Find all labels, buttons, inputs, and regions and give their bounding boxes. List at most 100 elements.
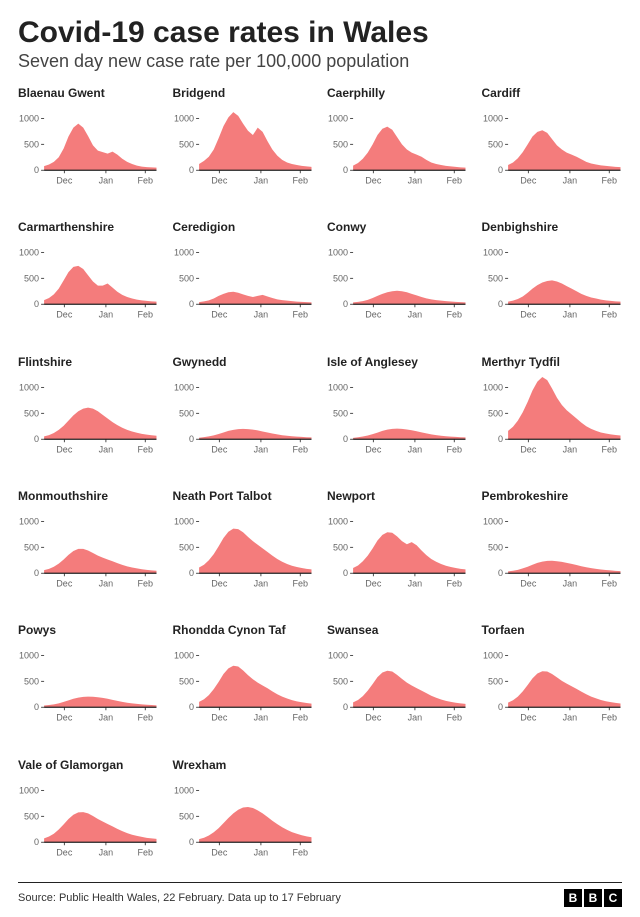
area-chart: 05001000DecJanFeb	[482, 373, 623, 465]
area-series	[199, 666, 311, 707]
area-series	[44, 812, 156, 842]
chart-grid: Blaenau Gwent05001000DecJanFebBridgend05…	[18, 86, 622, 868]
svg-text:0: 0	[343, 703, 348, 713]
area-series	[508, 377, 620, 439]
svg-text:Feb: Feb	[601, 175, 617, 185]
svg-text:500: 500	[24, 139, 39, 149]
svg-text:Feb: Feb	[292, 847, 308, 857]
area-chart: 05001000DecJanFeb	[482, 641, 623, 733]
svg-text:Dec: Dec	[211, 847, 228, 857]
svg-text:0: 0	[498, 300, 503, 310]
svg-text:1000: 1000	[483, 113, 503, 123]
svg-text:Jan: Jan	[253, 444, 268, 454]
area-series	[508, 130, 620, 170]
chart-panel: Carmarthenshire05001000DecJanFeb	[18, 220, 159, 330]
chart-panel: Neath Port Talbot05001000DecJanFeb	[173, 489, 314, 599]
svg-text:500: 500	[24, 542, 39, 552]
area-chart: 05001000DecJanFeb	[173, 238, 314, 330]
page-subtitle: Seven day new case rate per 100,000 popu…	[18, 51, 622, 72]
svg-text:1000: 1000	[328, 651, 348, 661]
svg-text:Feb: Feb	[292, 444, 308, 454]
panel-title: Flintshire	[18, 355, 159, 369]
chart-panel: Merthyr Tydfil05001000DecJanFeb	[482, 355, 623, 465]
svg-text:0: 0	[34, 837, 39, 847]
panel-title: Pembrokeshire	[482, 489, 623, 503]
area-series	[44, 407, 156, 439]
svg-text:Dec: Dec	[520, 444, 537, 454]
svg-text:Feb: Feb	[446, 310, 462, 320]
panel-title: Newport	[327, 489, 468, 503]
svg-text:0: 0	[34, 300, 39, 310]
area-chart: 05001000DecJanFeb	[173, 104, 314, 196]
chart-panel: Pembrokeshire05001000DecJanFeb	[482, 489, 623, 599]
svg-text:0: 0	[34, 165, 39, 175]
area-series	[353, 671, 465, 708]
area-series	[508, 672, 620, 708]
area-chart: 05001000DecJanFeb	[327, 373, 468, 465]
panel-title: Powys	[18, 623, 159, 637]
svg-text:Jan: Jan	[253, 847, 268, 857]
svg-text:Jan: Jan	[99, 444, 114, 454]
svg-text:500: 500	[179, 274, 194, 284]
svg-text:Dec: Dec	[211, 175, 228, 185]
svg-text:1000: 1000	[174, 516, 194, 526]
svg-text:Feb: Feb	[292, 713, 308, 723]
chart-panel: Powys05001000DecJanFeb	[18, 623, 159, 733]
svg-text:Jan: Jan	[99, 175, 114, 185]
svg-text:Feb: Feb	[601, 310, 617, 320]
chart-panel: Rhondda Cynon Taf05001000DecJanFeb	[173, 623, 314, 733]
svg-text:1000: 1000	[19, 382, 39, 392]
svg-text:Dec: Dec	[520, 310, 537, 320]
svg-text:1000: 1000	[483, 516, 503, 526]
svg-text:Feb: Feb	[137, 175, 153, 185]
svg-text:500: 500	[24, 811, 39, 821]
svg-text:1000: 1000	[328, 382, 348, 392]
svg-text:Feb: Feb	[601, 444, 617, 454]
svg-text:Dec: Dec	[56, 847, 73, 857]
svg-text:0: 0	[498, 703, 503, 713]
area-chart: 05001000DecJanFeb	[173, 373, 314, 465]
svg-text:0: 0	[189, 568, 194, 578]
svg-text:500: 500	[24, 677, 39, 687]
panel-title: Blaenau Gwent	[18, 86, 159, 100]
panel-title: Bridgend	[173, 86, 314, 100]
area-chart: 05001000DecJanFeb	[327, 104, 468, 196]
svg-text:0: 0	[498, 165, 503, 175]
chart-panel: Newport 05001000DecJanFeb	[327, 489, 468, 599]
area-chart: 05001000DecJanFeb	[327, 641, 468, 733]
chart-panel: Cardiff05001000DecJanFeb	[482, 86, 623, 196]
svg-text:1000: 1000	[174, 113, 194, 123]
svg-text:Feb: Feb	[137, 847, 153, 857]
svg-text:0: 0	[343, 434, 348, 444]
panel-title: Swansea	[327, 623, 468, 637]
svg-text:Jan: Jan	[562, 578, 577, 588]
area-chart: 05001000DecJanFeb	[173, 507, 314, 599]
svg-text:500: 500	[24, 408, 39, 418]
svg-text:500: 500	[179, 408, 194, 418]
svg-text:Jan: Jan	[562, 310, 577, 320]
svg-text:500: 500	[333, 677, 348, 687]
svg-text:0: 0	[34, 703, 39, 713]
svg-text:0: 0	[498, 568, 503, 578]
svg-text:Feb: Feb	[292, 578, 308, 588]
svg-text:Jan: Jan	[408, 310, 423, 320]
svg-text:Dec: Dec	[520, 578, 537, 588]
panel-title: Ceredigion	[173, 220, 314, 234]
bbc-logo-letter: B	[584, 889, 602, 907]
panel-title: Wrexham	[173, 758, 314, 772]
area-series	[199, 292, 311, 304]
chart-panel: Conwy05001000DecJanFeb	[327, 220, 468, 330]
svg-text:1000: 1000	[328, 516, 348, 526]
area-series	[44, 124, 156, 171]
svg-text:Dec: Dec	[56, 310, 73, 320]
svg-text:Feb: Feb	[292, 310, 308, 320]
svg-text:Dec: Dec	[365, 310, 382, 320]
footer: Source: Public Health Wales, 22 February…	[18, 882, 622, 907]
svg-text:1000: 1000	[483, 248, 503, 258]
svg-text:500: 500	[179, 811, 194, 821]
svg-text:Dec: Dec	[56, 713, 73, 723]
area-chart: 05001000DecJanFeb	[327, 507, 468, 599]
area-chart: 05001000DecJanFeb	[482, 507, 623, 599]
area-series	[199, 429, 311, 439]
svg-text:Feb: Feb	[137, 444, 153, 454]
